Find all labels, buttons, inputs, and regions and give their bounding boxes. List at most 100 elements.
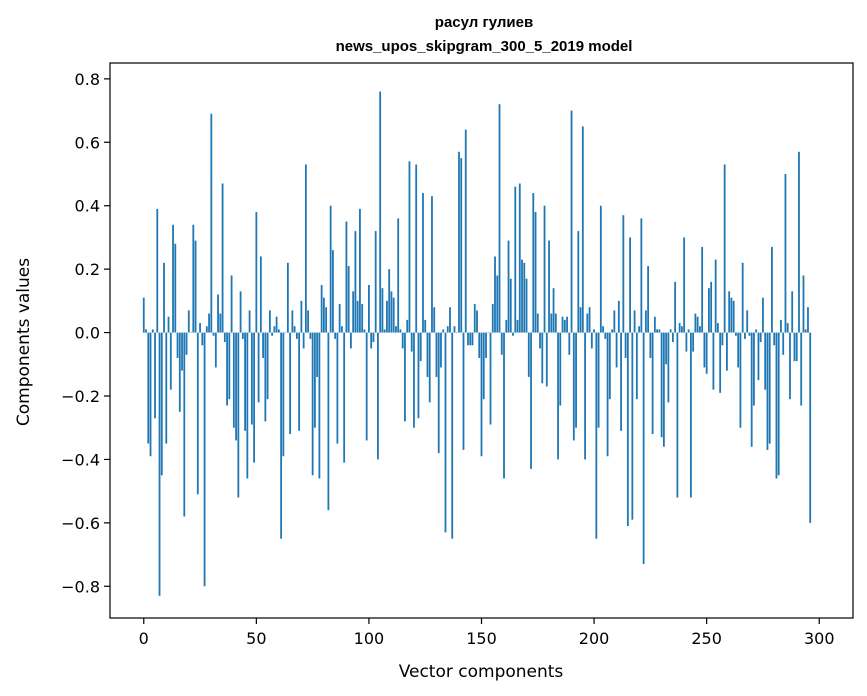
bar-214 xyxy=(624,332,627,358)
bar-85 xyxy=(334,332,337,339)
bar-216 xyxy=(629,237,631,333)
bar-193 xyxy=(577,231,580,333)
bar-64 xyxy=(286,262,289,333)
bar-34 xyxy=(219,313,222,333)
bar-99 xyxy=(365,332,368,441)
bar-186 xyxy=(561,316,564,333)
bar-50 xyxy=(255,212,258,333)
bar-177 xyxy=(541,332,544,384)
bar-10 xyxy=(165,332,168,444)
bar-83 xyxy=(329,205,332,333)
bar-218 xyxy=(633,310,636,333)
bar-113 xyxy=(397,218,400,333)
bar-178 xyxy=(543,205,546,333)
bar-51 xyxy=(257,332,260,403)
bar-137 xyxy=(451,332,454,539)
bar-80 xyxy=(322,297,325,333)
bar-180 xyxy=(548,240,550,333)
bar-16 xyxy=(178,332,181,412)
bar-15 xyxy=(176,332,179,358)
bar-288 xyxy=(791,291,794,333)
bar-176 xyxy=(539,332,541,349)
bar-227 xyxy=(653,316,656,333)
bar-195 xyxy=(581,126,584,333)
bar-55 xyxy=(266,332,269,400)
bar-213 xyxy=(622,215,625,333)
bar-140 xyxy=(458,151,460,333)
bar-260 xyxy=(728,291,731,333)
bar-59 xyxy=(275,316,278,333)
bar-135 xyxy=(446,326,449,333)
bar-173 xyxy=(532,193,535,333)
bar-37 xyxy=(226,332,228,406)
bar-44 xyxy=(241,332,244,339)
bar-279 xyxy=(771,246,773,333)
bar-138 xyxy=(453,326,456,333)
bar-118 xyxy=(408,161,411,333)
bar-106 xyxy=(381,288,384,333)
bar-236 xyxy=(674,281,677,333)
bar-231 xyxy=(662,332,665,447)
bar-41 xyxy=(235,332,237,441)
bar-277 xyxy=(766,332,769,450)
bar-101 xyxy=(370,332,373,349)
bar-252 xyxy=(710,281,713,333)
bar-29 xyxy=(208,313,210,333)
bar-295 xyxy=(807,307,809,333)
bar-39 xyxy=(230,275,233,333)
bar-171 xyxy=(527,332,530,377)
bar-270 xyxy=(750,332,753,447)
bar-100 xyxy=(368,285,370,333)
x-tick-label: 250 xyxy=(691,629,722,648)
bar-130 xyxy=(435,332,438,377)
bar-71 xyxy=(302,332,305,349)
bar-208 xyxy=(611,329,613,333)
bar-56 xyxy=(268,310,271,333)
bar-58 xyxy=(273,326,276,333)
bar-184 xyxy=(557,332,559,460)
bar-276 xyxy=(764,332,767,390)
bar-47 xyxy=(248,310,251,333)
bar-104 xyxy=(377,332,379,460)
bar-32 xyxy=(214,332,217,368)
bar-284 xyxy=(782,332,785,355)
bar-117 xyxy=(406,319,409,333)
bar-190 xyxy=(570,110,573,333)
bar-126 xyxy=(426,332,429,377)
bar-52 xyxy=(259,256,262,333)
x-tick-label: 100 xyxy=(354,629,385,648)
bar-8 xyxy=(160,332,163,476)
bar-175 xyxy=(536,313,539,333)
y-axis-ticks: −0.8 −0.6 −0.4 −0.2 0.0 0.2 0.4 0.6 0.8 xyxy=(61,70,110,596)
bar-269 xyxy=(748,332,751,336)
bar-207 xyxy=(608,332,611,400)
bar-239 xyxy=(680,326,683,333)
bar-72 xyxy=(304,164,307,333)
x-tick-label: 300 xyxy=(804,629,835,648)
bar-70 xyxy=(300,300,303,333)
bar-268 xyxy=(746,310,749,333)
bar-89 xyxy=(343,332,346,463)
bar-60 xyxy=(277,329,280,333)
bar-289 xyxy=(793,332,796,362)
bar-188 xyxy=(566,316,568,333)
bar-283 xyxy=(780,319,782,333)
bar-127 xyxy=(428,332,431,403)
bar-201 xyxy=(595,332,598,539)
bar-282 xyxy=(777,332,780,476)
y-tick-label: 0.6 xyxy=(75,133,100,152)
bar-12 xyxy=(169,332,172,390)
bar-73 xyxy=(307,310,310,333)
bar-94 xyxy=(354,231,357,333)
bar-38 xyxy=(228,332,231,400)
bar-196 xyxy=(584,332,586,460)
bar-203 xyxy=(599,205,602,333)
bar-248 xyxy=(701,246,704,333)
bar-183 xyxy=(554,313,557,333)
bar-233 xyxy=(667,332,670,403)
bar-249 xyxy=(703,332,706,368)
bar-223 xyxy=(644,310,647,333)
bar-18 xyxy=(183,332,186,517)
bar-1 xyxy=(145,329,147,333)
bar-109 xyxy=(388,269,391,333)
